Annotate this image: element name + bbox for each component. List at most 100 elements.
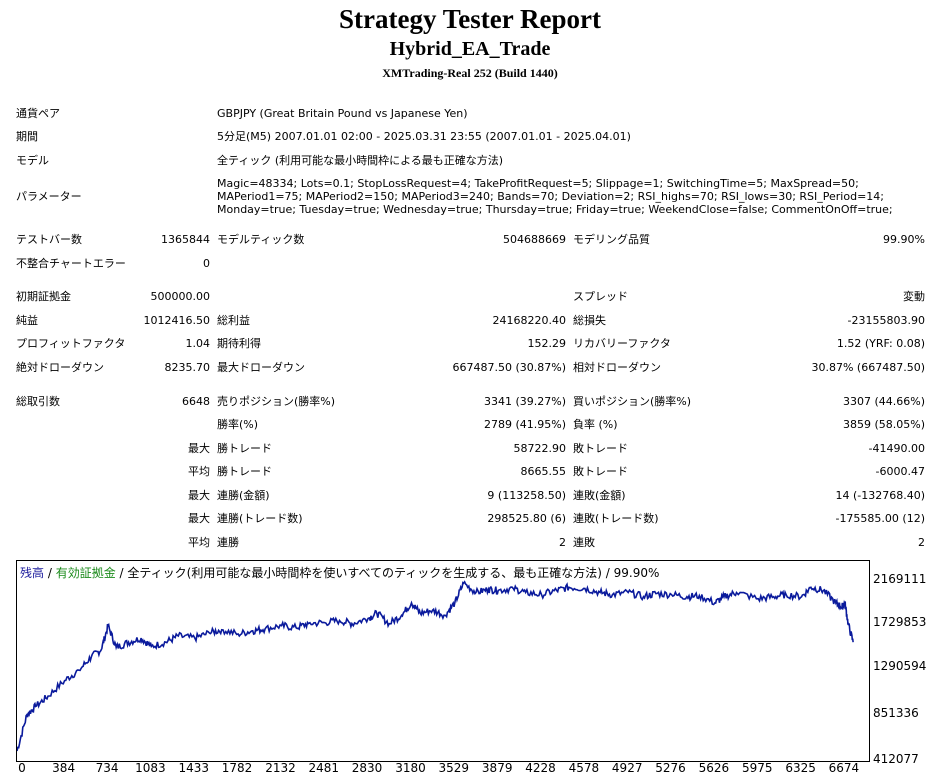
expected-payoff-value: 152.29 <box>527 337 567 350</box>
x-tick-label: 4927 <box>611 761 643 775</box>
legend-balance: 残高 <box>20 566 45 580</box>
test-bars-label: テストバー数 <box>16 233 82 246</box>
period-value: 5分足(M5) 2007.01.01 02:00 - 2025.03.31 23… <box>217 130 631 143</box>
rel-dd-value: 30.87% (667487.50) <box>811 361 925 374</box>
balance-line <box>16 580 854 752</box>
x-tick-label: 3529 <box>438 761 470 775</box>
legend-sep: / <box>44 566 56 580</box>
avg-loss-label: 敗トレード <box>573 465 628 478</box>
largest-loss-value: -41490.00 <box>868 442 925 455</box>
test-bars-value: 1365844 <box>161 233 210 246</box>
gross-profit-value: 24168220.40 <box>492 314 566 327</box>
gross-loss-value: -23155803.90 <box>847 314 925 327</box>
avg-win-value: 8665.55 <box>520 465 567 478</box>
consec-losses-amt-label: 連敗(金額) <box>573 489 626 502</box>
gross-profit-label: 総利益 <box>217 314 250 327</box>
pair-value: GBPJPY (Great Britain Pound vs Japanese … <box>217 107 468 120</box>
max-prefix-3: 最大 <box>188 512 210 525</box>
x-tick-label: 4228 <box>525 761 556 775</box>
x-tick-label: 6325 <box>785 761 816 775</box>
max-dd-value: 667487.50 (30.87%) <box>452 361 566 374</box>
consec-wins-trades-label: 連勝(トレード数) <box>217 512 303 525</box>
consec-losses-trades-label: 連敗(トレード数) <box>573 512 659 525</box>
total-trades-label: 総取引数 <box>16 395 60 408</box>
recovery-factor-value: 1.52 (YRF: 0.08) <box>836 337 925 350</box>
avg-consec-wins-value: 2 <box>559 536 566 549</box>
total-trades-value: 6648 <box>182 395 210 408</box>
consec-losses-trades-value: -175585.00 (12) <box>835 512 925 525</box>
consec-wins-amt-label: 連勝(金額) <box>217 489 270 502</box>
loss-rate-value: 3859 (58.05%) <box>842 418 925 431</box>
win-rate-value: 2789 (41.95%) <box>483 418 566 431</box>
recovery-factor-label: リカバリーファクタ <box>573 337 671 350</box>
model-value: 全ティック (利用可能な最小時間枠による最も正確な方法) <box>217 154 504 167</box>
params-label: パラメーター <box>16 190 82 203</box>
consec-losses-amt-value: 14 (-132768.40) <box>835 489 925 502</box>
y-tick-label: 1290594 <box>873 659 927 673</box>
x-tick-label: 3180 <box>395 761 426 775</box>
model-quality-value: 99.90% <box>883 233 925 246</box>
mismatch-label: 不整合チャートエラー <box>16 257 126 270</box>
x-tick-label: 2132 <box>265 761 296 775</box>
x-tick-label: 5626 <box>698 761 730 775</box>
avg-loss-value: -6000.47 <box>875 465 925 478</box>
largest-win-value: 58722.90 <box>513 442 567 455</box>
ea-name: Hybrid_EA_Trade <box>389 38 551 60</box>
consec-wins-amt-value: 9 (113258.50) <box>487 489 566 502</box>
x-tick-label: 1433 <box>178 761 210 775</box>
x-tick-label: 3879 <box>481 761 513 775</box>
net-profit-label: 純益 <box>16 314 38 327</box>
x-tick-label: 5975 <box>741 761 773 775</box>
initial-deposit-value: 500000.00 <box>150 290 211 303</box>
chart-svg <box>16 580 854 752</box>
chart-legend: 残高 / 有効証拠金 / 全ティック(利用可能な最小時間枠を使いすべてのティック… <box>20 564 659 581</box>
server-build: XMTrading-Real 252 (Build 1440) <box>382 66 558 80</box>
short-label: 売りポジション(勝率%) <box>217 395 336 408</box>
avg-consec-losses-label: 連敗 <box>573 536 595 549</box>
largest-loss-label: 敗トレード <box>573 442 628 455</box>
x-tick-label: 2830 <box>351 761 383 775</box>
long-value: 3307 (44.66%) <box>842 395 925 408</box>
mismatch-value: 0 <box>203 257 210 270</box>
profit-factor-value: 1.04 <box>185 337 211 350</box>
max-prefix-2: 最大 <box>188 489 210 502</box>
legend-rest: / 全ティック(利用可能な最小時間枠を使いすべてのティックを生成する、最も正確な… <box>115 566 660 580</box>
params-value: Magic=48334; Lots=0.1; StopLossRequest=4… <box>217 177 893 216</box>
net-profit-value: 1012416.50 <box>143 314 210 327</box>
x-tick-label: 6674 <box>828 761 860 775</box>
model-label: モデル <box>16 154 49 167</box>
y-tick-label: 851336 <box>873 706 919 720</box>
x-tick-label: 1782 <box>221 761 253 775</box>
profit-factor-label: プロフィットファクタ <box>16 337 126 350</box>
pair-label: 通貨ペア <box>16 107 60 120</box>
report-title: Strategy Tester Report <box>339 4 601 34</box>
x-tick-label: 5276 <box>655 761 686 775</box>
short-value: 3341 (39.27%) <box>483 395 566 408</box>
gross-loss-label: 総損失 <box>573 314 606 327</box>
avg-consec-losses-value: 2 <box>918 536 925 549</box>
x-tick-label: 734 <box>95 761 119 775</box>
x-tick-label: 4578 <box>568 761 600 775</box>
largest-win-label: 勝トレード <box>217 442 272 455</box>
abs-dd-label: 絶対ドローダウン <box>16 361 104 374</box>
long-label: 買いポジション(勝率%) <box>573 395 692 408</box>
model-ticks-value: 504688669 <box>503 233 566 246</box>
balance-chart <box>16 560 870 762</box>
model-quality-label: モデリング品質 <box>573 233 650 246</box>
loss-rate-label: 負率 (%) <box>573 418 618 431</box>
x-tick-label: 384 <box>52 761 76 775</box>
legend-equity: 有効証拠金 <box>55 566 116 580</box>
avg-consec-wins-label: 連勝 <box>217 536 239 549</box>
y-tick-label: 412077 <box>873 752 919 766</box>
x-tick-label: 1083 <box>135 761 166 775</box>
max-prefix-1: 最大 <box>188 442 210 455</box>
spread-label: スプレッド <box>573 290 628 303</box>
initial-deposit-label: 初期証拠金 <box>16 290 71 303</box>
rel-dd-label: 相対ドローダウン <box>573 361 661 374</box>
consec-wins-trades-value: 298525.80 (6) <box>487 512 566 525</box>
period-label: 期間 <box>16 130 38 143</box>
x-tick-label: 0 <box>18 761 26 775</box>
avg-win-label: 勝トレード <box>217 465 272 478</box>
y-tick-label: 2169111 <box>873 572 927 586</box>
avg-prefix-1: 平均 <box>188 465 210 478</box>
